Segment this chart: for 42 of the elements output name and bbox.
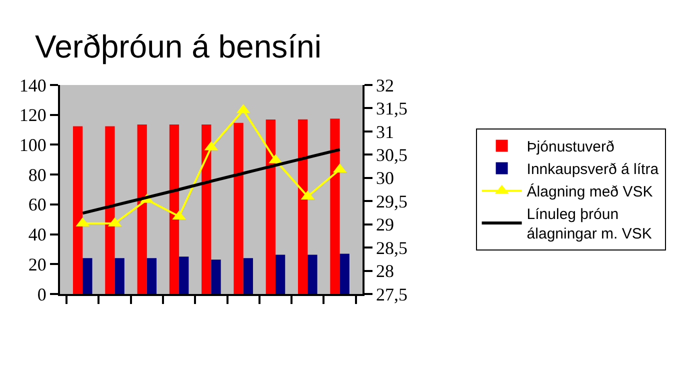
y-tick-label: 80	[28, 164, 46, 185]
legend-label: Þjónustuverð	[526, 138, 614, 156]
bar	[202, 124, 212, 294]
y-tick-label: 120	[19, 105, 46, 126]
y-tick-label: 20	[28, 254, 46, 274]
bar	[82, 258, 92, 294]
chart-title: Verðþróun á bensíni	[35, 28, 322, 65]
y-tick-label: 40	[28, 224, 46, 245]
bar	[179, 256, 189, 294]
y2-tick-label: 30,5	[376, 144, 408, 165]
y2-tick-label: 31	[376, 122, 394, 142]
bar	[308, 254, 318, 294]
bar	[330, 118, 340, 294]
bar	[146, 258, 157, 294]
y2-tick-label: 30	[376, 168, 394, 188]
y2-tick-label: 32	[376, 75, 394, 96]
legend-label: Álagning með VSK	[526, 182, 653, 201]
bar	[234, 122, 244, 294]
y-tick-label: 140	[19, 75, 46, 96]
line-series	[81, 148, 342, 215]
bar	[275, 254, 286, 294]
bar	[105, 126, 115, 294]
bar	[114, 258, 124, 294]
y2-tick-label: 29	[376, 214, 394, 235]
y2-tick-label: 28	[376, 261, 394, 282]
bar	[169, 124, 180, 294]
y2-tick-label: 29,5	[376, 191, 408, 212]
bar	[72, 126, 83, 294]
legend-label: Innkaupsverð á lítra	[526, 161, 660, 178]
y-tick-label: 100	[19, 135, 46, 156]
y2-tick-label: 31,5	[376, 98, 408, 119]
bar	[340, 254, 350, 294]
y2-tick-label: 28,5	[376, 238, 408, 258]
y-tick-label: 0	[37, 284, 46, 304]
bar	[298, 119, 308, 294]
bar	[211, 260, 221, 294]
y-tick-label: 60	[28, 194, 46, 215]
bar	[137, 124, 147, 294]
bar	[266, 119, 276, 294]
bar	[243, 258, 253, 294]
legend-label: Línuleg þróun álagningar m. VSK	[526, 206, 652, 243]
y2-tick-label: 27,5	[376, 284, 408, 304]
